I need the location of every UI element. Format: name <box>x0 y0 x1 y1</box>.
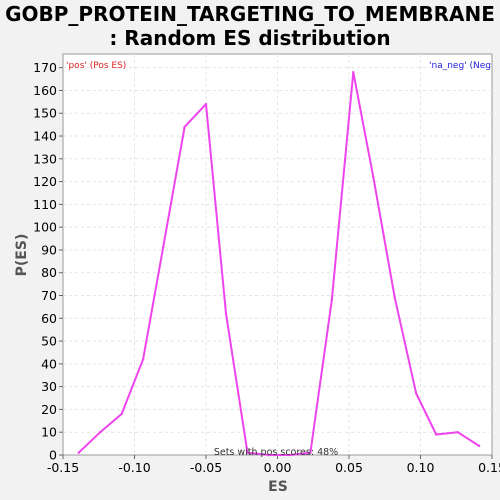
data-point <box>477 444 481 448</box>
y-tick-label: 160 <box>33 83 57 98</box>
axes: 0 10 20 30 40 50 60 70 80 90 100 110 120 130 140 150 160… <box>33 60 500 475</box>
legend-pos: 'pos' (Pos ES) <box>66 61 126 71</box>
data-point <box>330 298 334 302</box>
data-point <box>183 125 186 129</box>
y-tick-label: 130 <box>33 151 57 166</box>
y-tick-label: 10 <box>41 425 57 440</box>
data-point <box>204 102 208 106</box>
series-group <box>77 71 481 457</box>
data-point <box>120 412 123 416</box>
data-point <box>98 431 102 434</box>
y-tick-label: 30 <box>41 379 57 394</box>
data-point <box>435 433 438 436</box>
data-point <box>309 451 312 454</box>
x-tick-label: -0.15 <box>47 460 79 475</box>
data-point <box>161 246 165 249</box>
x-tick-label: -0.10 <box>118 460 150 475</box>
y-tick-label: 70 <box>41 288 57 303</box>
y-tick-label: 110 <box>33 197 57 212</box>
chart-title-line2: : Random ES distribution <box>109 26 391 50</box>
y-axis-label: P(ES) <box>14 234 30 277</box>
data-point <box>267 453 271 457</box>
y-tick-label: 60 <box>41 311 57 326</box>
annotation-pos-scores: Sets with pos scores: 48% <box>214 447 338 458</box>
data-point <box>415 392 418 395</box>
data-point <box>289 453 292 457</box>
y-tick-label: 90 <box>41 242 57 257</box>
y-tick-label: 0 <box>49 448 57 463</box>
y-tick-label: 170 <box>33 60 57 75</box>
x-tick-label: 0.05 <box>335 460 363 475</box>
series-line <box>78 71 480 456</box>
y-tick-label: 50 <box>41 334 57 349</box>
y-tick-label: 80 <box>41 265 57 280</box>
y-tick-label: 140 <box>33 129 57 144</box>
chart-title-line1: GOBP_PROTEIN_TARGETING_TO_MEMBRANE <box>5 2 495 26</box>
data-point <box>456 431 459 434</box>
data-point <box>141 358 145 361</box>
data-point <box>77 451 80 454</box>
chart-title: GOBP_PROTEIN_TARGETING_TO_MEMBRANE : Ran… <box>0 2 500 50</box>
data-point <box>372 175 375 179</box>
x-tick-label: 0.00 <box>264 460 292 475</box>
data-point <box>224 312 228 315</box>
legend-neg: 'na_neg' (Neg <box>429 61 491 71</box>
y-tick-label: 150 <box>33 106 57 121</box>
y-tick-label: 100 <box>33 220 57 235</box>
data-point <box>352 71 355 74</box>
y-tick-label: 40 <box>41 356 57 371</box>
data-point <box>393 296 396 299</box>
x-axis-label: ES <box>268 479 288 495</box>
y-tick-label: 20 <box>41 402 57 417</box>
y-tick-label: 120 <box>33 174 57 189</box>
x-tick-label: 0.10 <box>407 460 435 475</box>
x-tick-label: 0.15 <box>478 460 500 475</box>
x-tick-label: -0.05 <box>190 460 222 475</box>
data-point <box>246 451 249 454</box>
